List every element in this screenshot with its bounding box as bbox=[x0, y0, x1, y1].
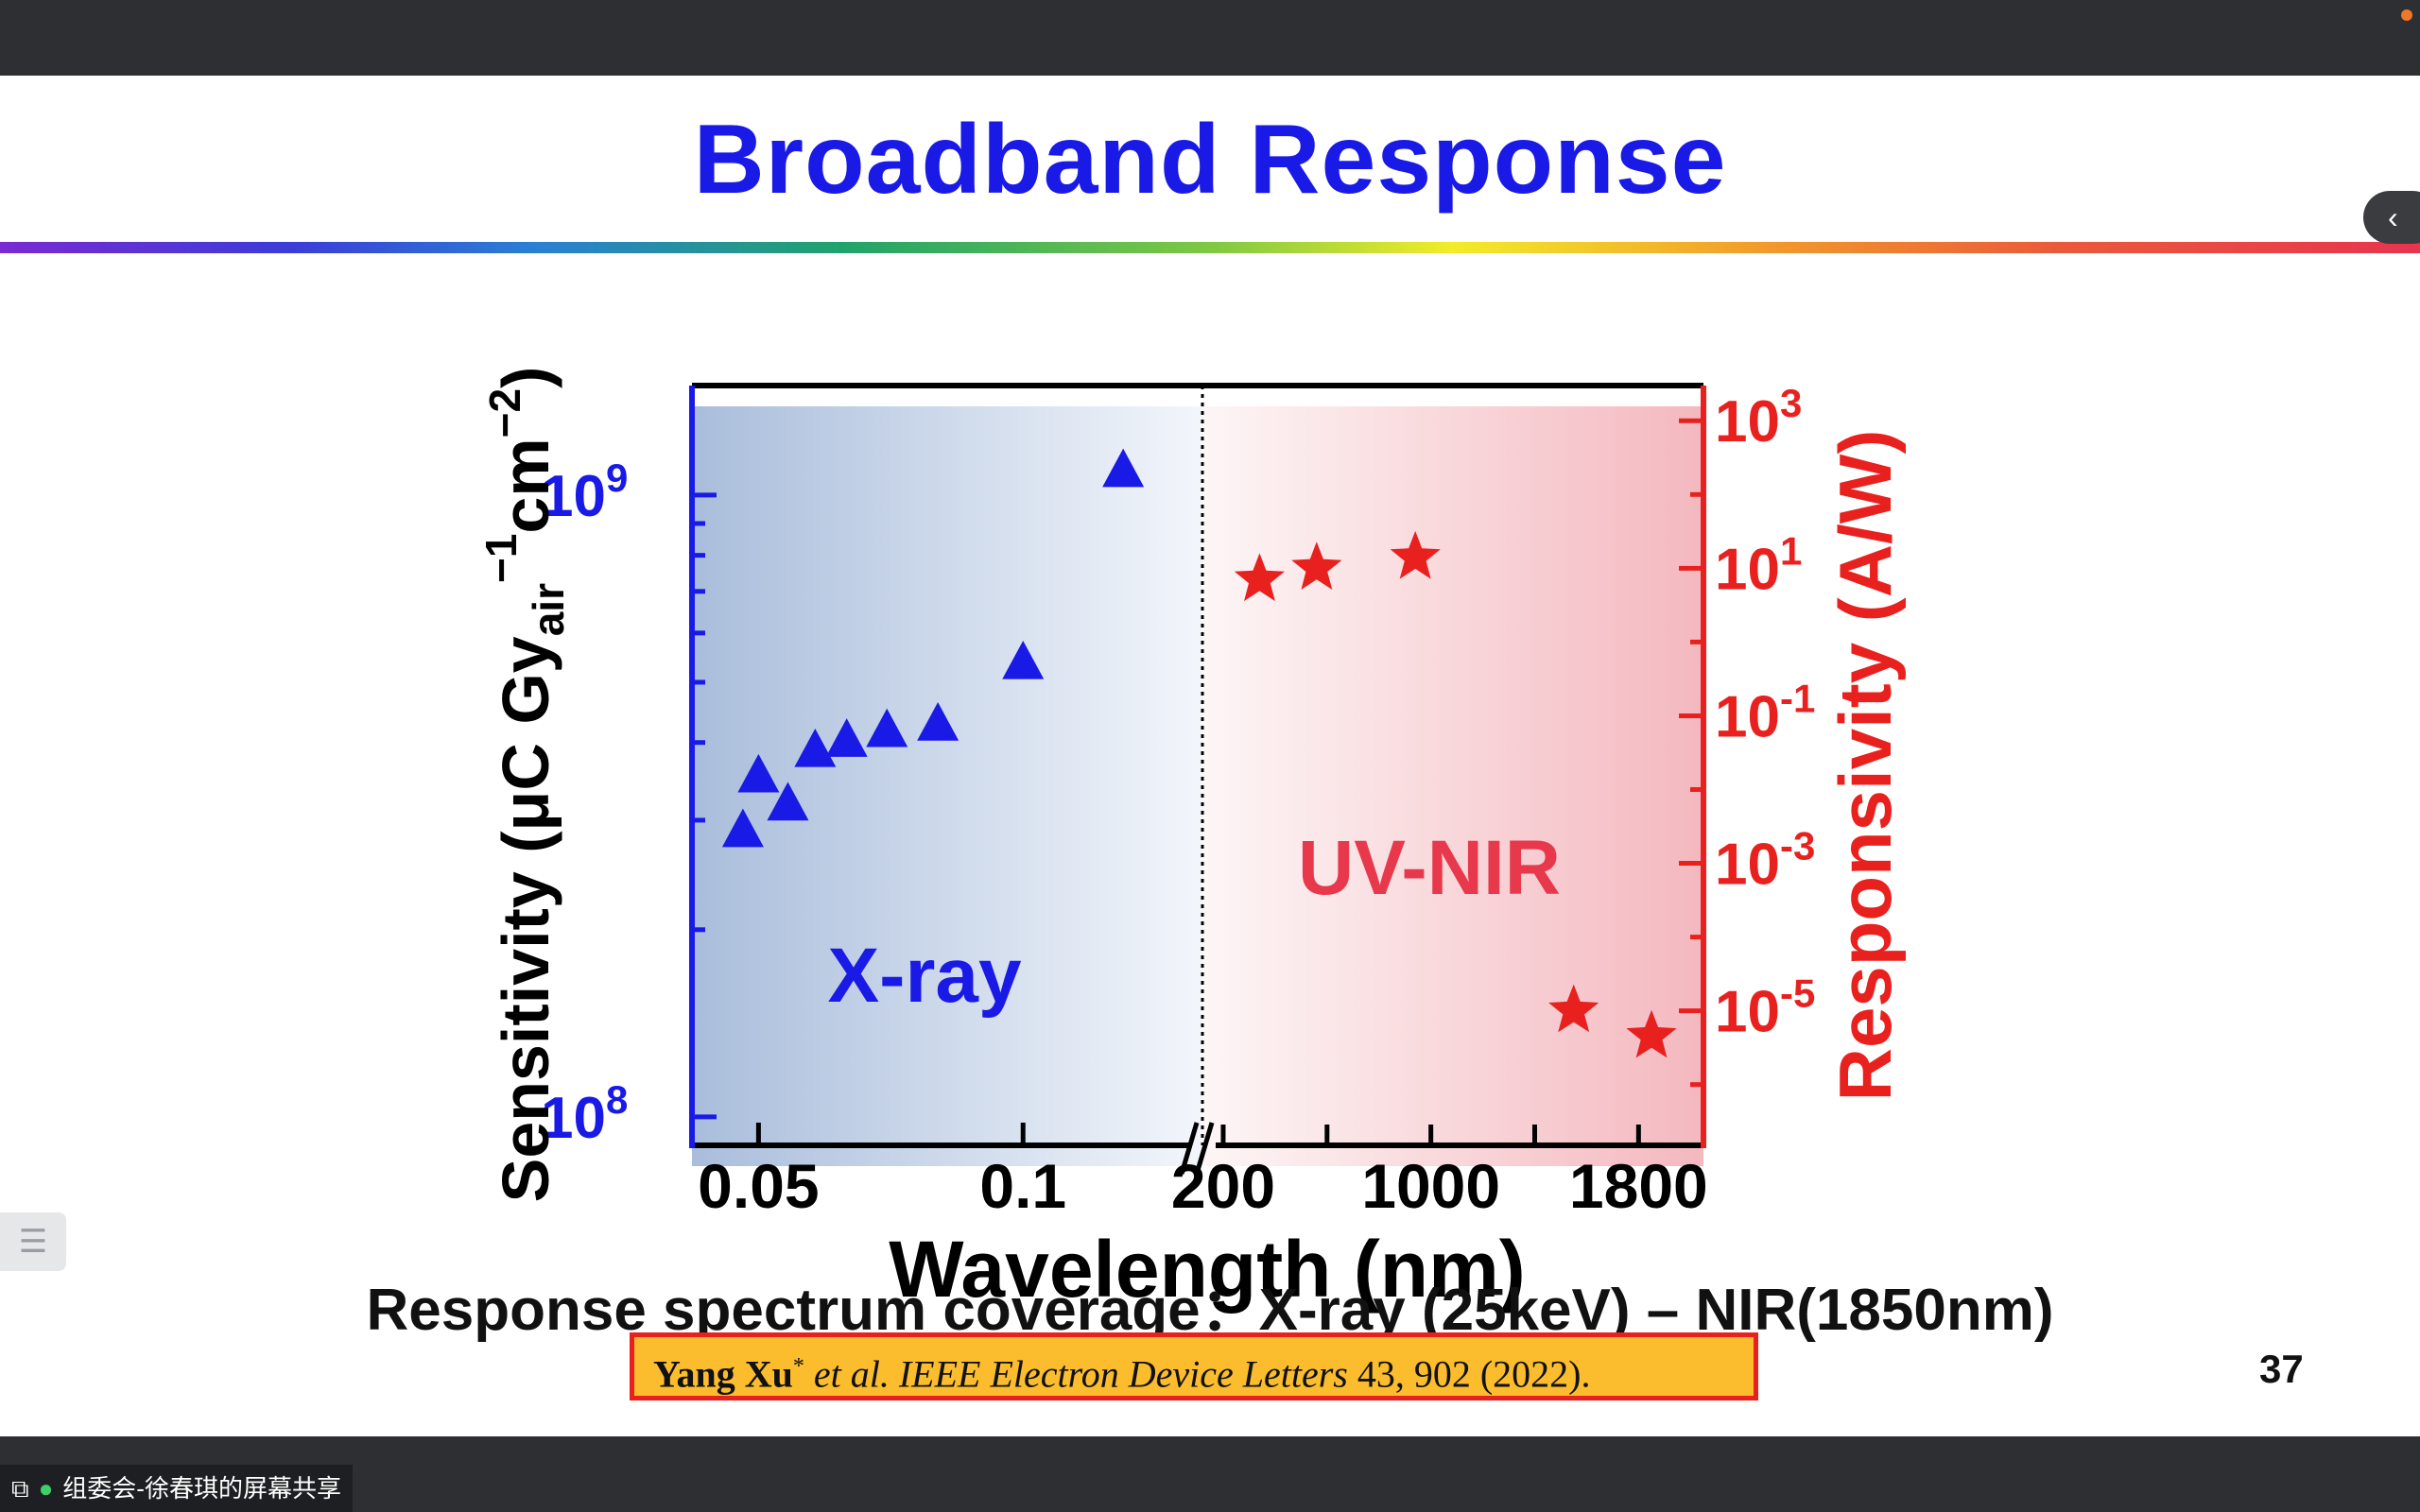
reference-box: Yang Xu* et al. IEEE Electron Device Let… bbox=[630, 1332, 1758, 1400]
right-tick-label: 101 bbox=[1715, 528, 1802, 602]
microphone-icon: ● bbox=[38, 1474, 54, 1503]
xray-region-label: X-ray bbox=[827, 933, 1022, 1019]
screen-share-label: ⧉ ● 组委会-徐春琪的屏幕共享 bbox=[0, 1465, 353, 1512]
triangle-data-point bbox=[737, 753, 780, 793]
recording-indicator-icon bbox=[2401, 9, 2412, 21]
triangle-data-point bbox=[1102, 448, 1145, 488]
x-tick-label: 1000 bbox=[1361, 1151, 1500, 1221]
triangle-data-point bbox=[767, 782, 809, 821]
axis-break-mark bbox=[1194, 1122, 1215, 1175]
x-axis-title: Wavelength (nm) bbox=[889, 1225, 1526, 1314]
right-tick-label: 10-5 bbox=[1715, 971, 1815, 1045]
uvnir-region-label: UV-NIR bbox=[1298, 825, 1561, 911]
x-tick-label: 0.05 bbox=[698, 1151, 819, 1221]
triangle-data-point bbox=[866, 708, 908, 747]
star-data-point bbox=[1291, 541, 1342, 590]
left-tick-label: 109 bbox=[541, 455, 628, 529]
right-tick-label: 10-3 bbox=[1715, 824, 1815, 898]
right-tick-label: 10-1 bbox=[1715, 676, 1815, 749]
star-data-point bbox=[1548, 984, 1599, 1033]
left-tick-label: 108 bbox=[541, 1077, 628, 1151]
right-tick-label: 103 bbox=[1715, 381, 1802, 455]
right-y-axis-title: Responsivity (A/W) bbox=[1824, 430, 1907, 1102]
triangle-data-point bbox=[721, 808, 764, 848]
uvnir-region-bg bbox=[1202, 406, 1703, 1166]
x-tick-label: 1800 bbox=[1569, 1151, 1708, 1221]
star-data-point bbox=[1626, 1009, 1677, 1058]
xray-region-bg bbox=[692, 406, 1202, 1166]
slide-title: Broadband Response bbox=[693, 105, 1727, 215]
screen-share-text: 组委会-徐春琪的屏幕共享 bbox=[62, 1474, 341, 1503]
reference-author: Yang Xu bbox=[653, 1352, 793, 1396]
top-bar bbox=[0, 0, 2420, 76]
reference-author-mark: * bbox=[792, 1354, 804, 1379]
axis-break-mark bbox=[1179, 1122, 1200, 1175]
triangle-data-point bbox=[825, 718, 868, 757]
triangle-data-point bbox=[917, 702, 959, 741]
title-divider bbox=[0, 242, 2420, 253]
x-tick-label: 200 bbox=[1171, 1151, 1275, 1221]
triangle-data-point bbox=[794, 728, 837, 767]
left-y-axis-title: Sensitivity (μC Gyair−1cm−2) bbox=[476, 367, 573, 1203]
star-data-point bbox=[1390, 530, 1441, 579]
x-tick-label: 0.1 bbox=[979, 1151, 1066, 1221]
star-data-point bbox=[1234, 553, 1285, 602]
chevron-left-icon[interactable]: ‹ bbox=[2363, 191, 2420, 244]
broadband-response-chart: 109 108 103 101 10-1 10-3 10-5 0.05 0.1 200 1000 18… bbox=[476, 367, 1907, 1314]
reference-journal: et al. IEEE Electron Device Letters bbox=[804, 1352, 1348, 1396]
list-icon[interactable]: ☰ bbox=[0, 1212, 66, 1271]
reference-volume: 43, 902 (2022). bbox=[1347, 1352, 1591, 1396]
presentation-slide: Broadband Response ‹ ☰ 109 108 103 101 10-1 1… bbox=[0, 76, 2420, 1436]
bottom-bar: ⧉ ● 组委会-徐春琪的屏幕共享 bbox=[0, 1436, 2420, 1512]
triangle-data-point bbox=[1002, 640, 1045, 679]
slide-caption: Response spectrum coverage：X-ray (25keV)… bbox=[366, 1278, 2054, 1343]
screen-share-icon: ⧉ bbox=[11, 1474, 29, 1503]
page-number: 37 bbox=[2259, 1347, 2304, 1391]
